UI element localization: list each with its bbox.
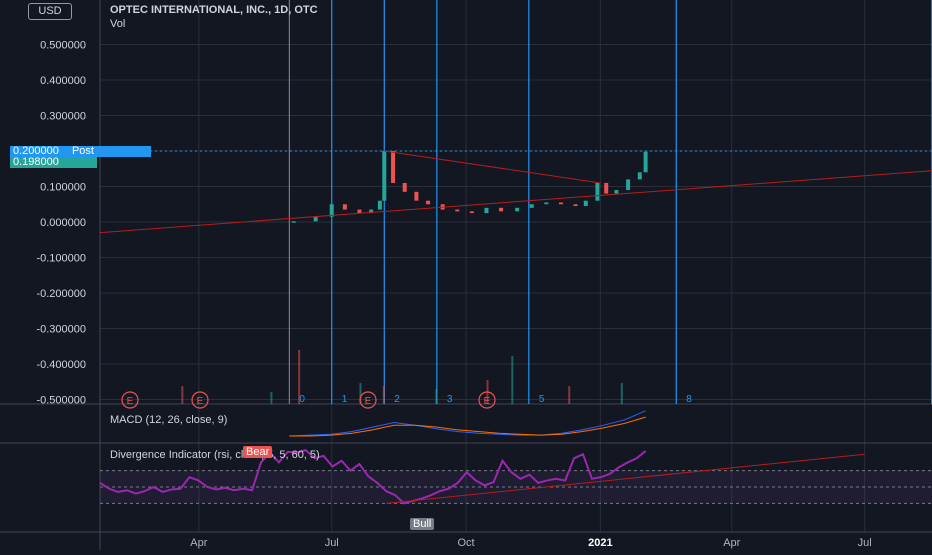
volume-bar <box>435 389 438 404</box>
fib-time-label: 5 <box>539 394 545 405</box>
x-tick-label: Oct <box>457 537 474 549</box>
volume-label: Vol <box>110 18 126 30</box>
earnings-marker <box>478 391 496 409</box>
earnings-marker <box>359 391 377 409</box>
price-candle <box>529 204 534 208</box>
price-candle <box>426 200 431 205</box>
volume-bar <box>568 386 571 404</box>
volume-bar <box>298 350 301 404</box>
x-tick-label: Jul <box>325 537 339 549</box>
price-candle <box>637 172 642 180</box>
trend-line <box>99 170 932 234</box>
price-candle <box>414 191 419 201</box>
currency-button[interactable]: USD <box>28 3 72 20</box>
earnings-marker-label: E <box>484 396 491 407</box>
volume-bar <box>382 386 385 404</box>
price-candle <box>626 179 631 191</box>
bear-label: Bear <box>243 446 273 458</box>
post-price: 0.200000 <box>13 145 59 157</box>
price-candle <box>604 182 609 194</box>
x-tick-label: Apr <box>723 537 740 549</box>
fib-time-label: 0 <box>299 394 305 405</box>
price-candle <box>484 207 489 214</box>
price-candle <box>544 202 549 205</box>
x-tick-label: Apr <box>190 537 207 549</box>
price-candle <box>455 209 460 212</box>
fib-time-label: 8 <box>686 394 692 405</box>
earnings-marker <box>121 391 139 409</box>
y-tick-label: -0.200000 <box>36 288 86 300</box>
last-price-tag: 0.198000 <box>10 157 97 168</box>
price-candle <box>643 151 648 173</box>
y-tick-label: 0.300000 <box>40 111 86 123</box>
y-tick-label: 0.100000 <box>40 182 86 194</box>
symbol-title: OPTEC INTERNATIONAL, INC., 1D, OTC <box>110 4 318 16</box>
post-label: Post <box>71 145 94 157</box>
price-candle <box>595 182 600 201</box>
price-candle <box>583 200 588 207</box>
y-tick-label: -0.300000 <box>36 324 86 336</box>
fib-time-label: 1 <box>342 394 348 405</box>
price-candle <box>499 207 504 212</box>
price-candle <box>382 151 387 201</box>
earnings-marker-label: E <box>127 396 134 407</box>
price-candle <box>369 209 374 214</box>
y-tick-label: -0.500000 <box>36 395 86 407</box>
fib-time-label: 2 <box>394 394 400 405</box>
volume-bar <box>511 356 514 404</box>
price-candle <box>614 190 619 194</box>
y-tick-label: 0.000000 <box>40 217 86 229</box>
x-tick-label: Jul <box>858 537 872 549</box>
volume-bar <box>359 383 362 404</box>
trend-line <box>384 150 601 184</box>
price-candle <box>313 216 318 222</box>
price-candle <box>402 182 407 192</box>
divergence-title: Divergence Indicator (rsi, close, 5, 5, … <box>110 449 320 461</box>
rsi-line <box>99 448 647 505</box>
price-candle <box>573 204 578 207</box>
price-candle <box>469 211 474 214</box>
volume-bar <box>620 383 623 404</box>
earnings-marker <box>191 391 209 409</box>
price-candle <box>377 200 382 210</box>
price-candle <box>391 151 396 183</box>
earnings-marker-label: E <box>365 396 372 407</box>
post-price-tag: 0.200000 Post <box>10 146 151 157</box>
y-tick-label: -0.100000 <box>36 253 86 265</box>
y-tick-label: -0.400000 <box>36 359 86 371</box>
fib-time-label: 3 <box>447 394 453 405</box>
volume-bar <box>270 392 273 404</box>
price-candle <box>357 209 362 214</box>
price-candle <box>515 207 520 212</box>
last-price: 0.198000 <box>13 156 59 168</box>
signal-line <box>289 416 646 437</box>
price-candle <box>342 204 347 210</box>
divergence-trend-line <box>386 453 865 504</box>
earnings-marker-label: E <box>197 396 204 407</box>
volume-bar <box>181 386 184 404</box>
y-tick-label: 0.500000 <box>40 40 86 52</box>
price-candle <box>558 202 563 205</box>
price-candle <box>329 204 334 217</box>
macd-line <box>289 410 646 437</box>
y-tick-label: 0.400000 <box>40 75 86 87</box>
macd-title: MACD (12, 26, close, 9) <box>110 414 228 426</box>
x-tick-label: 2021 <box>588 537 612 549</box>
price-candle <box>291 221 296 223</box>
bull-label: Bull <box>410 518 435 530</box>
